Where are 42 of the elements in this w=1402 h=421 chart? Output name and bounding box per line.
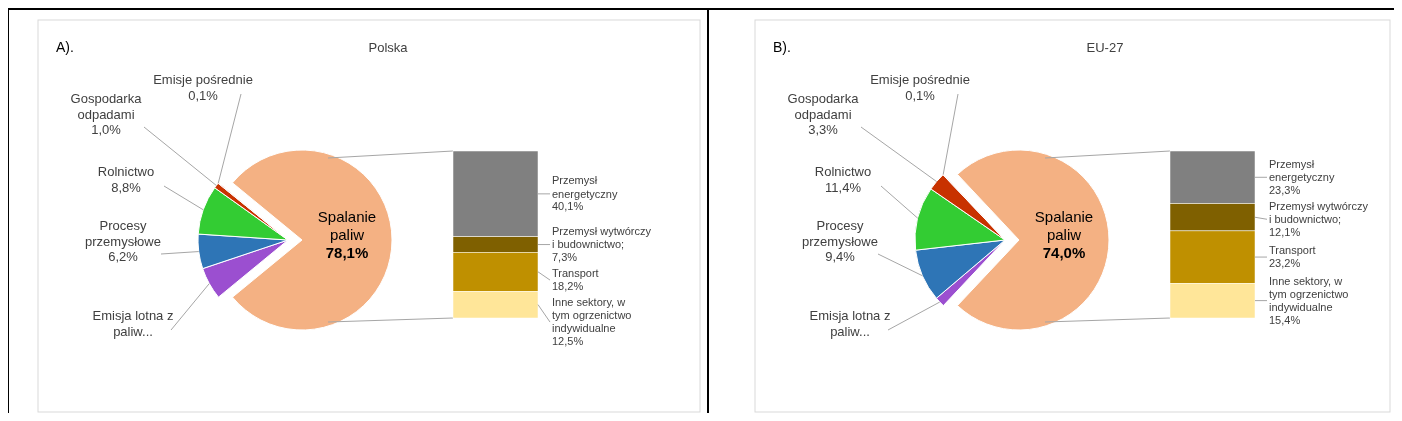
data-label: 40,1% — [552, 200, 584, 213]
slice-label: Procesy przemysłowe — [802, 218, 878, 249]
slice-label: Emisje pośrednie — [153, 72, 253, 87]
series-label: Przemysł wytwórczy i budownictwo; — [552, 225, 652, 251]
text: A). — [56, 39, 74, 55]
series-label: Inne sektory, w tym ogrzenictwo indywidualne — [552, 296, 632, 335]
data-label: 74,0% — [1042, 244, 1086, 261]
series-label: Transport — [1269, 244, 1316, 257]
data-label: 9,4% — [825, 249, 856, 265]
data-label: 78,1% — [325, 244, 369, 261]
slice-label: Spalanie paliw — [317, 208, 377, 243]
series-label: Przemysł energetyczny — [1269, 157, 1335, 183]
data-label: 12,5% — [552, 335, 584, 348]
slice-label: Gospodarka odpadami — [787, 91, 860, 122]
series-label: Przemysł energetyczny — [552, 174, 618, 200]
data-label: 7,3% — [552, 251, 578, 264]
data-label: 0,1% — [188, 87, 219, 103]
slice-label: Emisja lotna z paliw... — [809, 308, 891, 339]
chart-title: Polska — [368, 40, 409, 55]
slice-label: Rolnictwo — [97, 164, 155, 179]
data-label: 23,3% — [1269, 183, 1301, 196]
data-label: 8,8% — [111, 179, 142, 195]
slice-label: Rolnictwo — [814, 164, 872, 179]
slice-label: Spalanie paliw — [1034, 208, 1094, 243]
data-label: 11,4% — [825, 179, 862, 195]
series-label: Transport — [552, 267, 599, 280]
data-label: 12,1% — [1269, 225, 1301, 238]
data-label: 6,2% — [108, 249, 139, 265]
data-label: 15,4% — [1269, 313, 1301, 326]
slice-label: Emisje pośrednie — [870, 72, 970, 87]
data-label: 1,0% — [91, 122, 122, 138]
slice-label: Emisja lotna z paliw... — [92, 308, 174, 339]
slice-label: Gospodarka odpadami — [70, 91, 143, 122]
data-label: 18,2% — [552, 280, 584, 293]
series-label: Inne sektory, w tym ogrzenictwo indywidualne — [1269, 274, 1349, 314]
data-label: 0,1% — [905, 87, 936, 103]
slice-label: Procesy przemysłowe — [85, 218, 161, 249]
data-label: 3,3% — [808, 122, 839, 138]
series-label: Przemysł wytwórczy i budownictwo; — [1269, 199, 1369, 225]
data-label: 23,2% — [1269, 257, 1301, 270]
text: B). — [773, 39, 791, 55]
chart-title: EU-27 — [1086, 40, 1124, 55]
